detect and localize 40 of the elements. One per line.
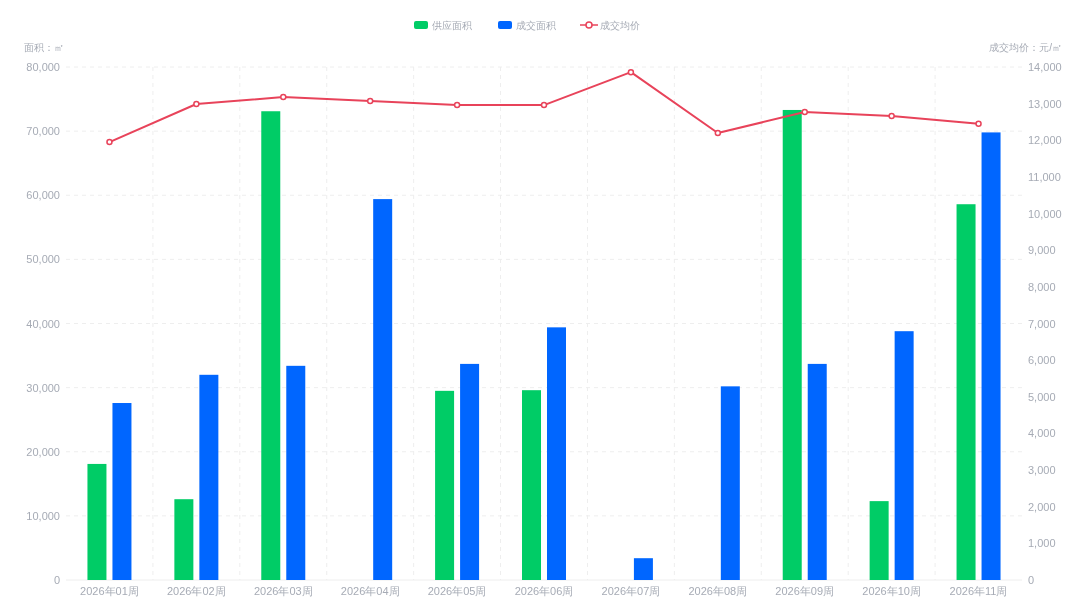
y2-tick-label: 5,000 xyxy=(1028,390,1056,403)
y2-tick-label: 8,000 xyxy=(1028,280,1056,293)
y2-tick-label: 10,000 xyxy=(1028,207,1062,220)
y2-tick-label: 14,000 xyxy=(1028,61,1062,73)
x-tick-label: 2026年04周 xyxy=(340,585,400,597)
x-tick-label: 2026年08周 xyxy=(688,585,748,597)
y-tick-label: 50,000 xyxy=(26,253,60,266)
x-tick-label: 2026年01周 xyxy=(80,585,139,597)
y2-tick-label: 13,000 xyxy=(1028,97,1062,110)
y-tick-label: 80,000 xyxy=(26,61,60,73)
x-tick-label: 2026年10周 xyxy=(862,585,921,597)
y2-axis-title: 成交均价：元/㎡ xyxy=(989,42,1062,53)
y-tick-label: 10,000 xyxy=(26,509,60,522)
y-tick-label: 40,000 xyxy=(26,317,60,330)
y2-tick-label: 7,000 xyxy=(1028,317,1056,330)
x-tick-label: 2026年07周 xyxy=(601,585,661,597)
x-tick-label: 2026年11周 xyxy=(949,585,1008,597)
y-tick-label: 20,000 xyxy=(26,445,60,458)
legend-label: 成交均价 xyxy=(600,20,640,31)
y-tick-label: 70,000 xyxy=(26,125,60,138)
y-tick-label: 0 xyxy=(53,574,60,586)
y2-tick-label: 9,000 xyxy=(1028,244,1056,257)
x-tick-label: 2026年09周 xyxy=(775,585,835,597)
y2-tick-label: 3,000 xyxy=(1028,464,1056,477)
y2-tick-label: 4,000 xyxy=(1028,427,1056,440)
x-tick-label: 2026年02周 xyxy=(167,585,226,597)
y2-tick-label: 11,000 xyxy=(1028,170,1061,183)
x-tick-label: 2026年06周 xyxy=(514,585,574,597)
y-axis-title: 面积：㎡ xyxy=(24,42,64,53)
y-tick-label: 30,000 xyxy=(26,381,60,394)
x-tick-label: 2026年03周 xyxy=(253,585,313,597)
y-tick-label: 60,000 xyxy=(26,189,60,202)
x-tick-label: 2026年05周 xyxy=(427,585,487,597)
y2-tick-label: 0 xyxy=(1028,574,1035,586)
y2-tick-label: 12,000 xyxy=(1028,134,1062,147)
legend-label: 供应面积 xyxy=(432,20,472,31)
y2-tick-label: 2,000 xyxy=(1028,500,1056,513)
y2-tick-label: 6,000 xyxy=(1028,354,1056,367)
y2-tick-label: 1,000 xyxy=(1028,537,1056,550)
legend-label: 成交面积 xyxy=(516,20,556,31)
